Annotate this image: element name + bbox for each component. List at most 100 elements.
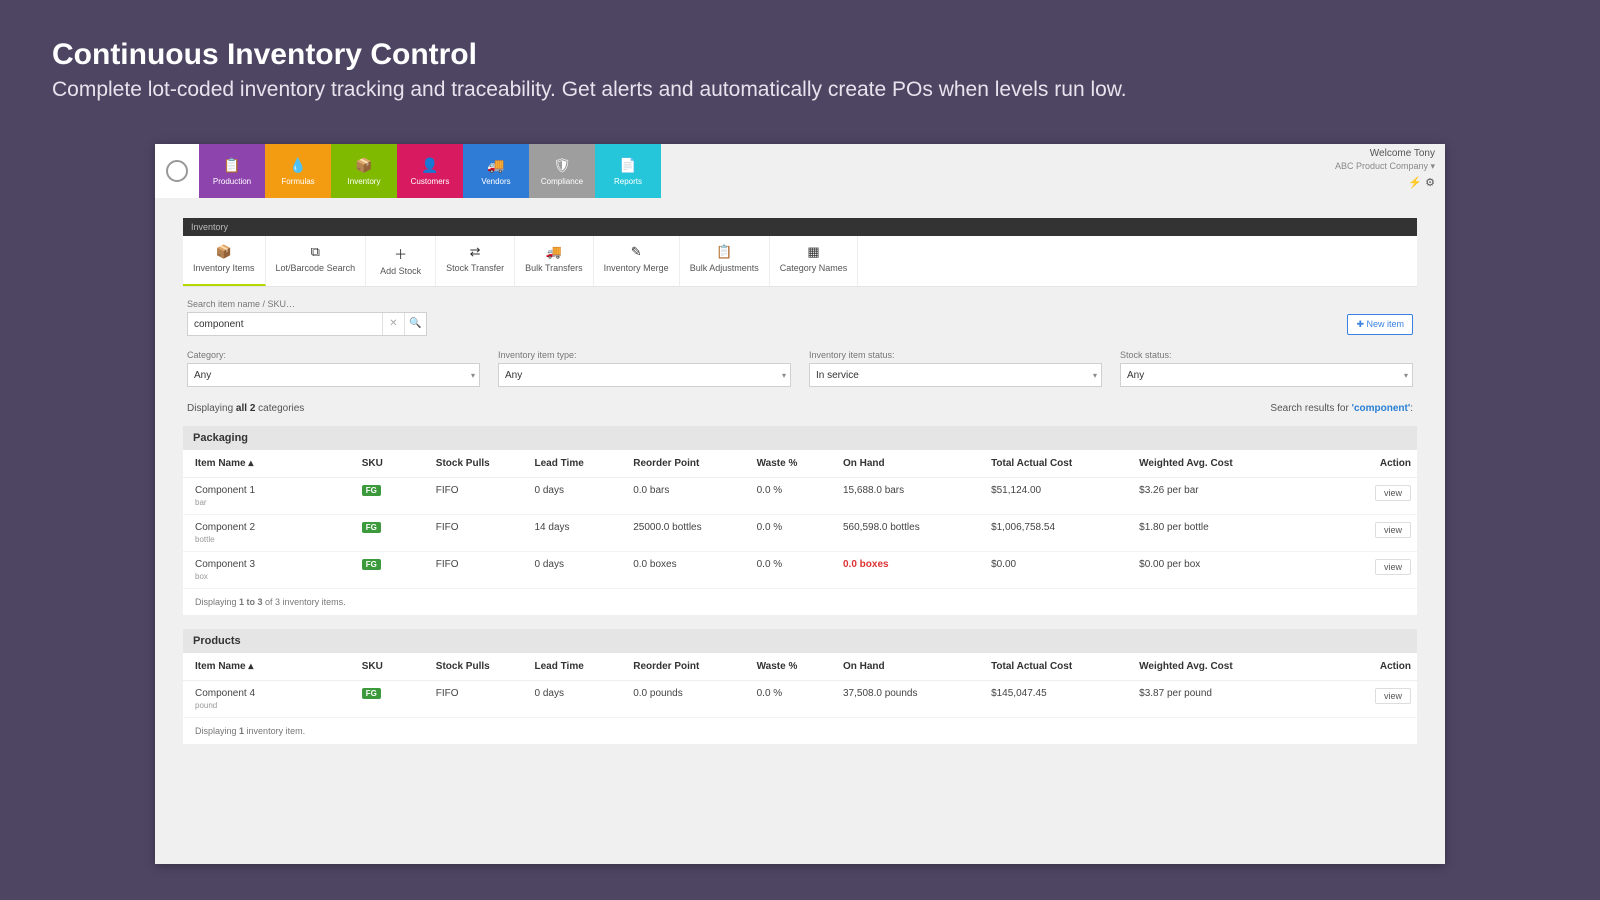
nav-inventory[interactable]: 📦Inventory <box>331 144 397 198</box>
cell-cost: $145,047.45 <box>985 681 1133 718</box>
sub-stock-transfer-icon: ⇄ <box>446 244 504 260</box>
user-area: Welcome Tony ABC Product Company ▾ ⚡ ⚙ <box>1335 148 1435 189</box>
stock-label: Stock status: <box>1120 350 1413 360</box>
search-results-summary: Search results for 'component': <box>1270 403 1413 414</box>
view-button[interactable]: view <box>1375 688 1411 704</box>
cell-sku: FG <box>356 515 430 552</box>
sub-bulk-transfers[interactable]: 🚚Bulk Transfers <box>515 236 594 286</box>
section-header: Products <box>183 629 1417 653</box>
fg-badge: FG <box>362 559 381 570</box>
sub-stock-transfer-label: Stock Transfer <box>446 263 504 273</box>
logo-icon <box>166 160 188 182</box>
new-item-button[interactable]: ✚ New item <box>1347 314 1413 335</box>
company-switcher[interactable]: ABC Product Company ▾ <box>1335 161 1435 172</box>
col-header[interactable]: Stock Pulls <box>430 653 529 681</box>
section-products: ProductsItem Name ▴SKUStock PullsLead Ti… <box>183 629 1417 744</box>
nav-production[interactable]: 📋Production <box>199 144 265 198</box>
cell-action: view <box>1306 681 1417 718</box>
nav-vendors-icon: 🚚 <box>487 157 504 174</box>
col-header[interactable]: Waste % <box>751 653 837 681</box>
col-header[interactable]: Weighted Avg. Cost <box>1133 653 1306 681</box>
sub-bulk-adjustments[interactable]: 📋Bulk Adjustments <box>680 236 770 286</box>
sub-lot-search[interactable]: ⧉Lot/Barcode Search <box>266 236 367 286</box>
col-header[interactable]: SKU <box>356 653 430 681</box>
col-header[interactable]: Lead Time <box>529 450 628 478</box>
view-button[interactable]: view <box>1375 522 1411 538</box>
gear-icon[interactable]: ⚙ <box>1425 177 1435 189</box>
clear-search-icon[interactable]: ✕ <box>382 313 404 335</box>
search-input[interactable] <box>188 319 382 330</box>
nav-vendors[interactable]: 🚚Vendors <box>463 144 529 198</box>
sub-add-stock-label: Add Stock <box>380 266 421 276</box>
col-header[interactable]: Action <box>1306 653 1417 681</box>
cell-item-name: Component 3box <box>183 552 356 589</box>
sub-inventory-items-icon: 📦 <box>193 244 255 260</box>
table-row: Component 4pound FG FIFO 0 days 0.0 poun… <box>183 681 1417 718</box>
cell-avg: $1.80 per bottle <box>1133 515 1306 552</box>
col-header[interactable]: Weighted Avg. Cost <box>1133 450 1306 478</box>
sub-bulk-transfers-icon: 🚚 <box>525 244 583 260</box>
col-header[interactable]: Total Actual Cost <box>985 653 1133 681</box>
nav-reports-icon: 📄 <box>619 157 636 174</box>
sub-inventory-items[interactable]: 📦Inventory Items <box>183 236 266 286</box>
cell-pulls: FIFO <box>430 478 529 515</box>
cell-sku: FG <box>356 552 430 589</box>
col-header[interactable]: Waste % <box>751 450 837 478</box>
nav-inventory-label: Inventory <box>348 177 381 186</box>
col-header[interactable]: Item Name ▴ <box>183 653 356 681</box>
app-window: 📋Production💧Formulas📦Inventory👤Customers… <box>155 144 1445 864</box>
col-header[interactable]: Stock Pulls <box>430 450 529 478</box>
logo[interactable] <box>155 144 199 198</box>
status-select[interactable]: In service <box>809 363 1102 387</box>
col-header[interactable]: On Hand <box>837 450 985 478</box>
col-header[interactable]: SKU <box>356 450 430 478</box>
col-header[interactable]: Action <box>1306 450 1417 478</box>
cell-cost: $0.00 <box>985 552 1133 589</box>
nav-customers[interactable]: 👤Customers <box>397 144 463 198</box>
cell-pulls: FIFO <box>430 681 529 718</box>
cell-sku: FG <box>356 681 430 718</box>
displaying-summary: Displaying all 2 categories <box>187 403 304 414</box>
sub-category-names[interactable]: ▦Category Names <box>770 236 859 286</box>
itemtype-label: Inventory item type: <box>498 350 791 360</box>
cell-reorder: 0.0 pounds <box>627 681 750 718</box>
stock-select[interactable]: Any <box>1120 363 1413 387</box>
col-header[interactable]: Total Actual Cost <box>985 450 1133 478</box>
nav-compliance[interactable]: 🛡 Compliance <box>529 144 595 198</box>
plug-icon[interactable]: ⚡ <box>1408 177 1422 189</box>
col-header[interactable]: Lead Time <box>529 653 628 681</box>
hero-subtitle: Complete lot-coded inventory tracking an… <box>52 78 1548 102</box>
nav-compliance-label: Compliance <box>541 177 583 186</box>
nav-compliance-icon: 🛡 <box>553 157 571 174</box>
col-header[interactable]: Reorder Point <box>627 653 750 681</box>
col-header[interactable]: Reorder Point <box>627 450 750 478</box>
welcome-text: Welcome Tony <box>1335 148 1435 159</box>
col-header[interactable]: On Hand <box>837 653 985 681</box>
sub-inventory-merge[interactable]: ✎Inventory Merge <box>594 236 680 286</box>
cell-lead: 0 days <box>529 478 628 515</box>
section-footer: Displaying 1 inventory item. <box>183 718 1417 744</box>
fg-badge: FG <box>362 522 381 533</box>
col-header[interactable]: Item Name ▴ <box>183 450 356 478</box>
view-button[interactable]: view <box>1375 559 1411 575</box>
sub-stock-transfer[interactable]: ⇄ Stock Transfer <box>436 236 515 286</box>
nav-formulas[interactable]: 💧Formulas <box>265 144 331 198</box>
sub-bulk-adjustments-label: Bulk Adjustments <box>690 263 759 273</box>
view-button[interactable]: view <box>1375 485 1411 501</box>
category-label: Category: <box>187 350 480 360</box>
search-icon[interactable]: 🔍 <box>404 313 426 335</box>
sub-lot-search-label: Lot/Barcode Search <box>276 263 356 273</box>
sub-category-names-label: Category Names <box>780 263 848 273</box>
nav-reports[interactable]: 📄Reports <box>595 144 661 198</box>
sub-add-stock[interactable]: ＋Add Stock <box>366 236 436 286</box>
section-packaging: PackagingItem Name ▴SKUStock PullsLead T… <box>183 426 1417 615</box>
cell-onhand: 37,508.0 pounds <box>837 681 985 718</box>
cell-onhand: 560,598.0 bottles <box>837 515 985 552</box>
breadcrumb: Inventory <box>183 218 1417 236</box>
cell-cost: $1,006,758.54 <box>985 515 1133 552</box>
category-select[interactable]: Any <box>187 363 480 387</box>
itemtype-select[interactable]: Any <box>498 363 791 387</box>
inventory-table: Item Name ▴SKUStock PullsLead TimeReorde… <box>183 653 1417 718</box>
cell-pulls: FIFO <box>430 552 529 589</box>
status-label: Inventory item status: <box>809 350 1102 360</box>
